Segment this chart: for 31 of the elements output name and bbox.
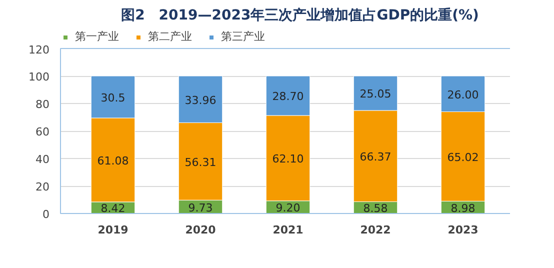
y-tick-label: 120 xyxy=(28,44,50,56)
x-tick-label: 2020 xyxy=(185,224,216,236)
data-label: 26.00 xyxy=(447,88,479,102)
data-label: 8.58 xyxy=(363,202,388,216)
data-label: 33.96 xyxy=(184,94,216,107)
data-label: 8.42 xyxy=(100,202,126,216)
legend-label: 第一产业 xyxy=(75,29,119,44)
y-tick-label: 20 xyxy=(36,180,50,194)
data-label: 30.5 xyxy=(100,91,126,104)
x-tick-label: 2023 xyxy=(448,224,478,236)
legend-label: 第二产业 xyxy=(148,29,192,44)
data-label: 28.70 xyxy=(272,90,304,104)
data-label: 9.73 xyxy=(188,201,213,214)
data-label: 66.37 xyxy=(360,150,392,164)
legend-label: 第三产业 xyxy=(221,29,265,44)
data-label: 65.02 xyxy=(447,150,479,164)
data-label: 8.98 xyxy=(450,202,476,215)
data-label: 9.20 xyxy=(276,202,300,215)
chart-title: 图2 2019—2023年三次产业增加值占GDP的比重(%) xyxy=(121,6,479,24)
data-label: 62.10 xyxy=(272,152,304,166)
x-tick-label: 2022 xyxy=(360,224,391,236)
y-tick-label: 60 xyxy=(36,126,50,138)
x-tick-label: 2019 xyxy=(98,224,128,236)
x-tick-label: 2021 xyxy=(272,224,304,236)
y-tick-label: 40 xyxy=(36,153,50,166)
data-label: 61.08 xyxy=(97,154,129,168)
y-tick-label: 80 xyxy=(36,98,50,111)
data-label: 25.05 xyxy=(360,88,392,101)
y-tick-label: 0 xyxy=(42,208,50,221)
y-tick-label: 100 xyxy=(28,70,50,84)
data-label: 56.31 xyxy=(184,156,216,169)
